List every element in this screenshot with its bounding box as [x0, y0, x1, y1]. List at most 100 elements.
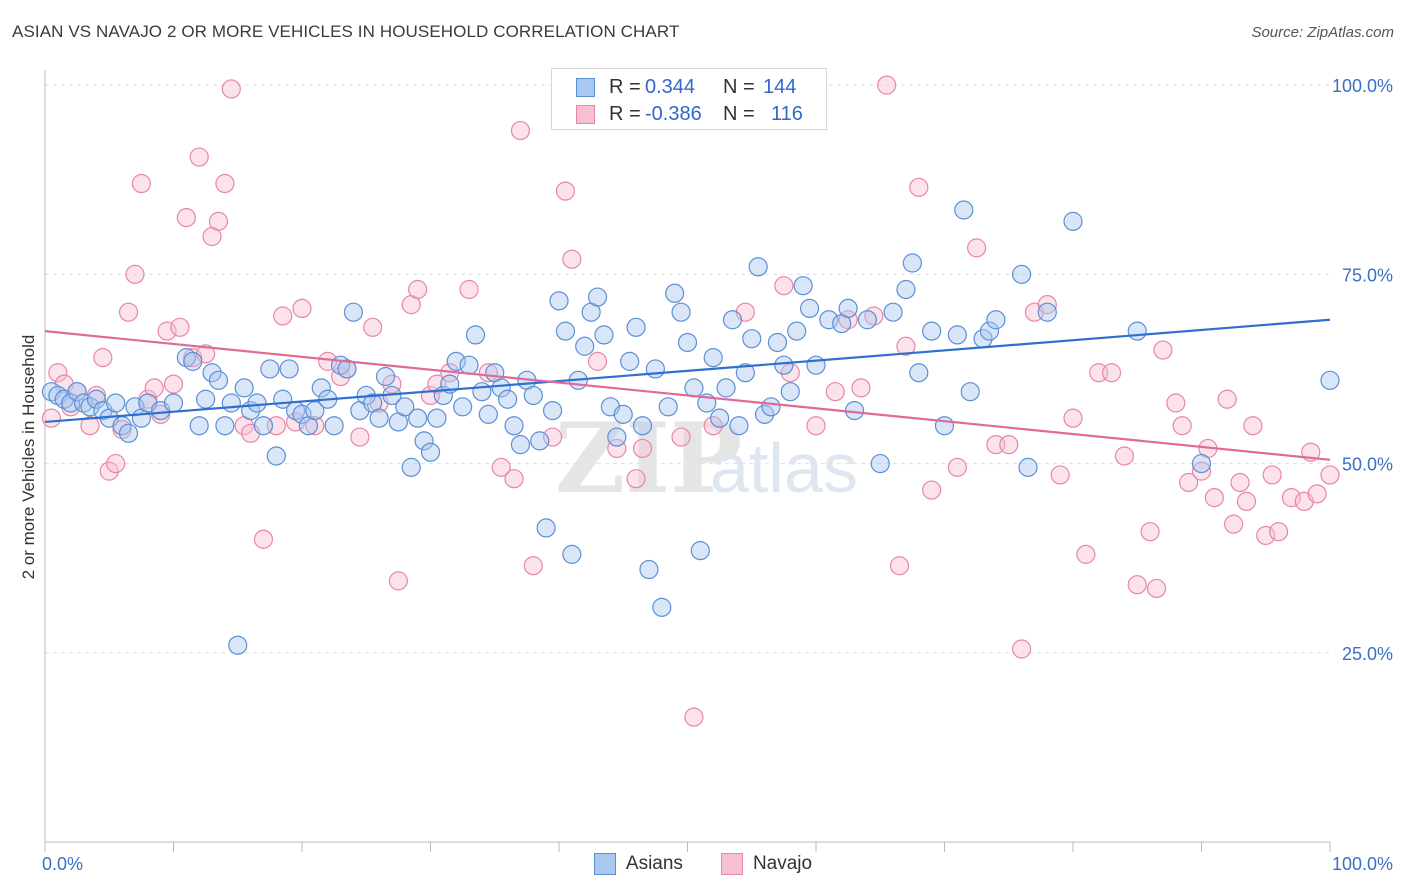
data-point	[330, 366, 351, 387]
data-point	[189, 416, 209, 436]
data-point	[504, 469, 524, 489]
data-point	[99, 461, 119, 481]
data-point	[620, 351, 640, 371]
data-point	[221, 79, 241, 99]
data-point	[967, 238, 987, 258]
data-point	[401, 457, 421, 477]
data-point	[1063, 408, 1083, 428]
data-point	[703, 348, 723, 368]
asians-swatch	[593, 853, 616, 875]
data-point	[253, 529, 274, 549]
data-point	[896, 279, 916, 300]
data-point	[742, 329, 762, 349]
data-point	[799, 298, 820, 319]
legend-label-asians: Asians	[625, 853, 683, 874]
data-point	[305, 416, 325, 436]
data-point	[48, 363, 68, 383]
data-point	[780, 382, 800, 402]
data-point	[1011, 264, 1032, 284]
data-point	[311, 378, 331, 398]
navajo-swatch	[720, 853, 743, 875]
data-point	[183, 351, 203, 371]
data-point	[1037, 302, 1057, 322]
data-point	[806, 355, 826, 375]
data-point	[523, 556, 543, 576]
grid-lines	[45, 84, 1330, 654]
n-label: N =	[723, 75, 755, 98]
data-point	[292, 404, 312, 424]
data-point	[671, 302, 691, 322]
y-tick-label: 100.0%	[1332, 76, 1393, 96]
legend-item-asians: Asians	[593, 853, 683, 875]
data-point	[459, 355, 479, 375]
data-point	[909, 177, 929, 197]
data-point	[414, 431, 434, 451]
data-point	[1230, 472, 1250, 493]
source-label: Source: ZipAtlas.com	[1251, 24, 1394, 41]
data-point	[1018, 457, 1038, 477]
data-point	[748, 257, 768, 277]
y-tick-label: 25.0%	[1342, 644, 1393, 664]
r-label: R =	[609, 102, 641, 125]
r-label: R =	[609, 75, 641, 98]
data-point	[536, 518, 556, 538]
data-point	[285, 412, 306, 432]
data-point	[375, 366, 396, 387]
data-point	[80, 416, 100, 436]
data-point	[555, 181, 576, 201]
data-point	[1256, 525, 1276, 546]
data-point	[902, 253, 922, 273]
data-point	[947, 457, 967, 477]
data-point	[196, 389, 216, 409]
data-point	[1191, 453, 1212, 474]
data-point	[1146, 578, 1167, 599]
y-axis-label: 2 or more Vehicles in Household	[19, 335, 38, 580]
data-point	[215, 173, 235, 194]
data-point	[215, 416, 235, 436]
data-point	[523, 385, 543, 406]
data-point	[510, 120, 531, 141]
data-point	[542, 427, 563, 447]
r-value: 0.344	[645, 75, 696, 98]
data-point	[986, 310, 1006, 330]
data-point	[305, 400, 325, 421]
data-point	[954, 200, 974, 220]
data-point	[947, 325, 967, 345]
data-point	[1127, 575, 1147, 595]
data-point	[453, 397, 473, 417]
data-point	[575, 336, 595, 356]
data-point	[1307, 484, 1327, 504]
data-point	[645, 359, 665, 379]
data-point	[1076, 544, 1096, 564]
data-point	[639, 559, 659, 580]
watermark-atlas: atlas	[710, 429, 858, 507]
data-point	[690, 541, 710, 561]
data-point	[1268, 522, 1289, 542]
data-point	[607, 427, 627, 447]
series-legend: Asians Navajo	[0, 851, 1406, 877]
data-point	[819, 310, 839, 330]
data-point	[260, 359, 280, 379]
data-point	[170, 317, 190, 337]
chart-title: ASIAN VS NAVAJO 2 OR MORE VEHICLES IN HO…	[12, 22, 680, 41]
navajo-points	[41, 75, 1340, 727]
data-point	[1236, 491, 1257, 512]
data-point	[163, 374, 184, 394]
data-point	[86, 389, 107, 409]
data-point	[722, 310, 743, 330]
data-point	[1281, 488, 1302, 508]
data-point	[889, 556, 910, 576]
data-point	[1172, 416, 1192, 436]
axes	[44, 70, 1331, 852]
data-point	[157, 321, 177, 341]
data-point	[1011, 639, 1032, 659]
data-point	[498, 389, 518, 409]
data-point	[504, 416, 524, 436]
data-point	[208, 370, 229, 390]
data-point	[221, 393, 241, 413]
data-point	[632, 438, 653, 459]
data-point	[703, 416, 723, 436]
data-point	[652, 597, 672, 617]
y-tick-label: 75.0%	[1342, 265, 1393, 285]
